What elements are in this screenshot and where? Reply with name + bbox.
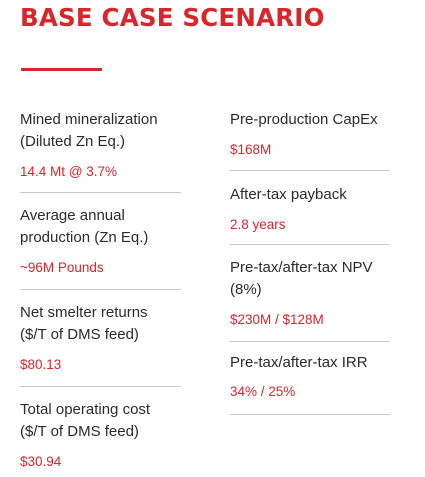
metric-label-line: ($/T of DMS feed): [20, 423, 139, 440]
metric-value: $168M: [230, 142, 272, 157]
metric-label-line: production (Zn Eq.): [20, 229, 149, 246]
metric-label: Net smelter returns ($/T of DMS feed): [20, 302, 181, 346]
metric-label: Mined mineralization (Diluted Zn Eq.): [20, 109, 181, 153]
metric-label-line: Average annual: [20, 207, 125, 224]
metric-label-line: Total operating cost: [20, 401, 151, 418]
metric-value: 34% / 25%: [230, 384, 296, 399]
metric-label-line: Mined mineralization: [20, 111, 158, 128]
metric-label-line: After-tax payback: [230, 186, 347, 203]
metric-after-tax-payback: After-tax payback 2.8 years: [230, 184, 390, 232]
divider: [230, 414, 390, 415]
metric-total-operating-cost: Total operating cost ($/T of DMS feed) $…: [20, 399, 181, 469]
metric-irr: Pre-tax/after-tax IRR 34% / 25%: [230, 352, 390, 399]
metric-value: 2.8 years: [230, 217, 286, 232]
metric-value: $30.94: [20, 454, 62, 469]
metric-value: $80.13: [20, 357, 62, 372]
metric-label-line: (8%): [230, 281, 262, 298]
metric-value: 14.4 Mt @ 3.7%: [20, 164, 117, 179]
page-title: BASE CASE SCENARIO: [20, 3, 325, 32]
metric-label: After-tax payback: [230, 184, 390, 206]
metric-net-smelter-returns: Net smelter returns ($/T of DMS feed) $8…: [20, 302, 181, 372]
metric-mined-mineralization: Mined mineralization (Diluted Zn Eq.) 14…: [20, 109, 181, 179]
metric-label-line: Pre-production CapEx: [230, 111, 378, 128]
metric-label: Pre-tax/after-tax IRR: [230, 352, 390, 374]
divider: [20, 386, 181, 387]
title-underline: [21, 68, 102, 71]
metric-annual-production: Average annual production (Zn Eq.) ~96M …: [20, 205, 181, 275]
metric-value: $230M / $128M: [230, 312, 324, 327]
metric-label: Pre-production CapEx: [230, 109, 390, 131]
metric-label-line: Net smelter returns: [20, 304, 148, 321]
metric-label: Pre-tax/after-tax NPV (8%): [230, 257, 390, 301]
divider: [230, 244, 390, 245]
divider: [20, 192, 181, 193]
divider: [230, 170, 390, 171]
divider: [20, 289, 181, 290]
metric-label: Total operating cost ($/T of DMS feed): [20, 399, 181, 443]
metric-label-line: ($/T of DMS feed): [20, 326, 139, 343]
metric-npv: Pre-tax/after-tax NPV (8%) $230M / $128M: [230, 257, 390, 327]
divider: [230, 341, 390, 342]
metric-label-line: Pre-tax/after-tax IRR: [230, 354, 368, 371]
metric-preproduction-capex: Pre-production CapEx $168M: [230, 109, 390, 157]
metric-label-line: (Diluted Zn Eq.): [20, 133, 126, 150]
metric-label-line: Pre-tax/after-tax NPV: [230, 259, 373, 276]
metric-label: Average annual production (Zn Eq.): [20, 205, 181, 249]
metric-value: ~96M Pounds: [20, 260, 104, 275]
